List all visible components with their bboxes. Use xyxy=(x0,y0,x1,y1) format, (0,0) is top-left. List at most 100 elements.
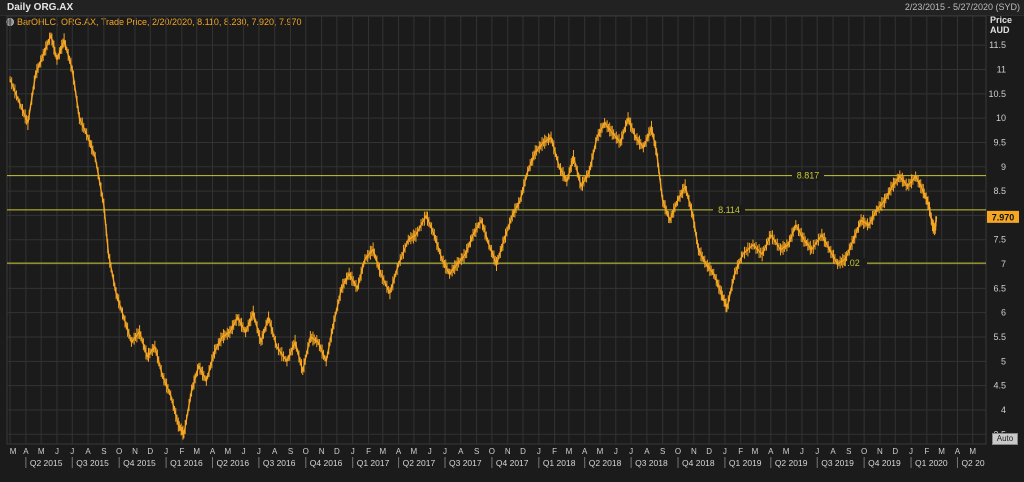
y-tick-label: 9.5 xyxy=(993,137,1006,147)
month-tick-label: J xyxy=(70,447,74,456)
legend-text: BarOHLC, ORG.AX, Trade Price, 2/20/2020,… xyxy=(17,17,302,27)
month-tick-label: M xyxy=(193,447,200,456)
month-tick-label: A xyxy=(396,447,402,456)
quarter-label: Q2 2016 xyxy=(216,458,249,468)
y-tick-label: 5.5 xyxy=(993,332,1006,342)
month-tick-label: O xyxy=(675,447,681,456)
month-tick-label: F xyxy=(366,447,371,456)
month-tick-label: J xyxy=(351,447,355,456)
month-tick-label: O xyxy=(303,447,309,456)
month-tick-label: S xyxy=(288,447,293,456)
month-tick-label: M xyxy=(597,447,604,456)
quarter-label: Q2 2018 xyxy=(589,458,622,468)
month-tick-label: O xyxy=(489,447,495,456)
month-tick-label: J xyxy=(242,447,246,456)
month-tick-label: N xyxy=(132,447,138,456)
quarter-label: Q1 2020 xyxy=(915,458,948,468)
month-tick-label: S xyxy=(474,447,479,456)
month-tick-label: N xyxy=(505,447,511,456)
reference-label-bg xyxy=(835,258,867,269)
month-tick-label: D xyxy=(892,447,898,456)
quarter-label: Q3 2018 xyxy=(635,458,668,468)
month-tick-label: J xyxy=(629,447,633,456)
price-axis-header: Price AUD xyxy=(990,15,1012,35)
month-tick-label: A xyxy=(272,447,278,456)
price-axis-title: Price xyxy=(990,15,1013,25)
last-price-marker xyxy=(987,210,1019,223)
grid xyxy=(6,15,987,445)
month-tick-label: D xyxy=(520,447,526,456)
month-tick-label: J xyxy=(800,447,804,456)
price-series xyxy=(9,32,938,440)
month-tick-label: J xyxy=(164,447,168,456)
last-price-label: 7.970 xyxy=(992,212,1015,222)
month-tick-label: S xyxy=(846,447,851,456)
reference-line-label: 8.817 xyxy=(797,171,820,181)
y-tick-label: 9 xyxy=(1001,162,1006,172)
horizontal-lines: 8.817 8.114 7.02 xyxy=(7,170,986,269)
month-tick-label: A xyxy=(458,447,464,456)
quarter-label: Q4 2019 xyxy=(868,458,901,468)
month-tick-label: A xyxy=(830,447,836,456)
y-tick-label: 10 xyxy=(996,113,1006,123)
y-tick-label: 4.5 xyxy=(993,381,1006,391)
y-tick-label: 10.5 xyxy=(988,89,1006,99)
month-tick-label: D xyxy=(334,447,340,456)
month-tick-label: A xyxy=(210,447,216,456)
quarter-label: Q4 2018 xyxy=(682,458,715,468)
month-tick-label: O xyxy=(861,447,867,456)
month-tick-label: D xyxy=(706,447,712,456)
quarter-label: Q3 2017 xyxy=(449,458,482,468)
month-tick-label: A xyxy=(582,447,588,456)
reference-line-label: 8.114 xyxy=(718,205,740,215)
month-tick-label: J xyxy=(55,447,59,456)
quarter-label: Q1 2018 xyxy=(543,458,576,468)
month-tick-label: N xyxy=(691,447,697,456)
month-tick-label: N xyxy=(319,447,325,456)
month-tick-label: J xyxy=(537,447,541,456)
month-tick-label: M xyxy=(411,447,418,456)
quarter-label: Q2 2017 xyxy=(403,458,436,468)
month-tick-label: M xyxy=(969,447,976,456)
month-tick-label: F xyxy=(924,447,929,456)
y-tick-label: 4 xyxy=(1001,405,1006,415)
month-tick-label: D xyxy=(147,447,153,456)
month-tick-label: M xyxy=(783,447,790,456)
month-tick-label: M xyxy=(38,447,45,456)
y-axis: 3.544.555.566.577.588.599.51010.51111.57… xyxy=(987,40,1019,439)
y-tick-label: 8.5 xyxy=(993,186,1006,196)
chart-title: Daily ORG.AX xyxy=(7,2,74,13)
y-tick-label: 5 xyxy=(1001,356,1006,366)
y-tick-label: 11 xyxy=(997,65,1006,75)
reference-label-bg xyxy=(792,170,824,181)
month-tick-label: J xyxy=(723,447,727,456)
y-tick-label: 7.5 xyxy=(993,235,1006,245)
month-tick-label: M xyxy=(938,447,945,456)
plot-frame xyxy=(6,15,987,445)
auto-scale-button[interactable]: Auto xyxy=(992,433,1018,445)
quarter-label: Q3 2019 xyxy=(821,458,854,468)
month-tick-label: M xyxy=(566,447,573,456)
date-range: 2/23/2015 - 5/27/2020 (SYD) xyxy=(904,2,1020,12)
quarter-label: Q3 2015 xyxy=(76,458,109,468)
quarter-label: Q4 2015 xyxy=(123,458,156,468)
month-tick-label: A xyxy=(955,447,961,456)
month-tick-label: A xyxy=(23,447,29,456)
quarter-label: Q4 2016 xyxy=(310,458,343,468)
month-tick-label: F xyxy=(552,447,557,456)
quarter-label: Q1 2017 xyxy=(357,458,390,468)
month-tick-label: M xyxy=(224,447,231,456)
y-tick-label: 6.5 xyxy=(993,283,1006,293)
month-tick-label: A xyxy=(768,447,774,456)
quarter-label: Q4 2017 xyxy=(496,458,529,468)
month-tick-label: S xyxy=(660,447,665,456)
month-tick-label: J xyxy=(443,447,447,456)
y-tick-label: 11.5 xyxy=(989,40,1006,50)
month-tick-label: J xyxy=(614,447,618,456)
quarter-label: Q2 20 xyxy=(961,458,984,468)
y-tick-label: 7 xyxy=(1001,259,1006,269)
quarter-label: Q1 2019 xyxy=(729,458,762,468)
month-tick-label: J xyxy=(257,447,261,456)
